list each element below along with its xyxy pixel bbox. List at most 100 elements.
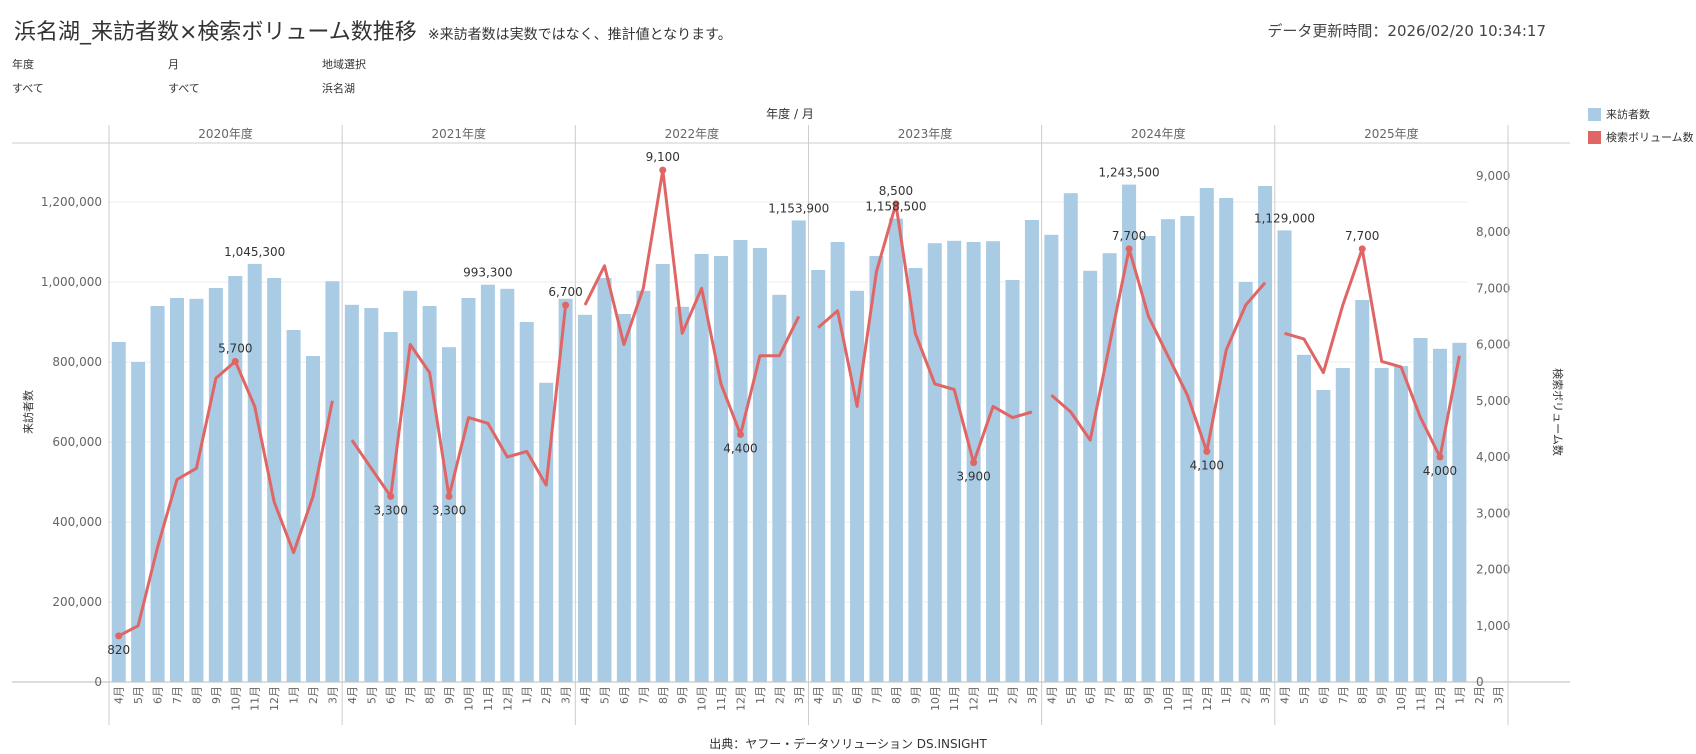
update-time-value: 2026/02/20 10:34:17 xyxy=(1387,22,1546,40)
bar-visitors xyxy=(442,347,457,682)
bar-visitors xyxy=(170,298,185,682)
x-month-label: 7月 xyxy=(870,686,883,704)
title-row: 浜名湖_来訪者数×検索ボリューム数推移 ※来訪者数は実数ではなく、推計値となりま… xyxy=(14,14,732,46)
bar-data-label: 993,300 xyxy=(463,266,513,280)
bar-visitors xyxy=(888,218,903,682)
x-month-label: 10月 xyxy=(229,686,242,711)
filter-month[interactable]: 月 すべて xyxy=(168,56,200,96)
title-note: ※来訪者数は実数ではなく、推計値となります。 xyxy=(427,27,732,43)
x-month-label: 3月 xyxy=(560,686,573,704)
x-month-label: 4月 xyxy=(579,686,592,704)
filter-label: 月 xyxy=(168,58,179,71)
x-month-label: 2月 xyxy=(1473,686,1486,704)
x-month-label: 5月 xyxy=(1298,686,1311,704)
x-month-label: 9月 xyxy=(443,686,456,704)
x-month-label: 1月 xyxy=(1453,686,1466,704)
x-month-label: 3月 xyxy=(1026,686,1039,704)
bar-visitors xyxy=(733,240,748,682)
line-search-volume-segment xyxy=(583,168,801,436)
legend: 来訪者数 検索ボリューム数 xyxy=(1588,106,1694,152)
x-month-label: 8月 xyxy=(890,686,903,704)
bar-visitors xyxy=(1413,338,1428,682)
x-month-label: 2月 xyxy=(540,686,553,704)
x-month-label: 2月 xyxy=(307,686,320,704)
bar-visitors xyxy=(850,290,865,682)
x-month-label: 10月 xyxy=(696,686,709,711)
bar-visitors xyxy=(228,276,243,682)
line-data-label: 6,700 xyxy=(548,285,582,299)
bar-visitors xyxy=(1219,198,1234,682)
update-time: データ更新時間：2026/02/20 10:34:17 xyxy=(1267,20,1546,41)
x-month-label: 6月 xyxy=(1317,686,1330,704)
bar-visitors xyxy=(1199,188,1214,682)
bar-visitors xyxy=(383,332,398,682)
filter-fiscal-year[interactable]: 年度 すべて xyxy=(12,56,44,96)
bar-visitors xyxy=(1374,368,1389,682)
legend-label: 検索ボリューム数 xyxy=(1606,131,1694,144)
filter-region[interactable]: 地域選択 浜名湖 xyxy=(322,56,366,96)
bar-visitors xyxy=(1083,270,1098,682)
y-left-tick-label: 0 xyxy=(94,675,102,689)
bar-visitors xyxy=(1063,193,1078,682)
line-point-marker xyxy=(231,357,239,365)
x-month-label: 11月 xyxy=(948,686,961,711)
bar-visitors xyxy=(500,288,515,682)
y-left-tick-label: 400,000 xyxy=(52,515,102,529)
bar-visitors xyxy=(480,284,495,682)
filter-value[interactable]: すべて xyxy=(168,82,200,95)
x-month-label: 3月 xyxy=(326,686,339,704)
x-month-label: 11月 xyxy=(1415,686,1428,711)
y-left-tick-label: 600,000 xyxy=(52,435,102,449)
bar-visitors xyxy=(947,240,962,683)
bar-visitors xyxy=(306,356,321,682)
bar-visitors xyxy=(208,288,223,682)
legend-item-visitors[interactable]: 来訪者数 xyxy=(1588,106,1694,122)
bar-visitors xyxy=(1394,366,1409,682)
x-month-label: 9月 xyxy=(909,686,922,704)
filter-value[interactable]: 浜名湖 xyxy=(322,82,355,95)
bar-visitors xyxy=(558,298,573,682)
x-month-label: 8月 xyxy=(1123,686,1136,704)
legend-swatch xyxy=(1588,130,1601,144)
line-point-marker xyxy=(1358,245,1366,253)
bar-visitors xyxy=(267,278,282,682)
x-month-label: 2月 xyxy=(1240,686,1253,704)
x-month-label: 6月 xyxy=(1084,686,1097,704)
y-right-tick-label: 7,000 xyxy=(1476,281,1510,295)
bar-visitors xyxy=(811,270,826,682)
x-month-label: 6月 xyxy=(385,686,398,704)
legend-item-search-volume[interactable]: 検索ボリューム数 xyxy=(1588,129,1694,145)
line-point-marker xyxy=(970,459,978,467)
x-month-label: 12月 xyxy=(1434,686,1447,711)
bar-visitors xyxy=(403,290,418,682)
x-month-label: 5月 xyxy=(1065,686,1078,704)
bar-visitors xyxy=(752,248,767,682)
page-title: 浜名湖_来訪者数×検索ボリューム数推移 xyxy=(14,20,417,45)
line-data-label: 820 xyxy=(107,643,130,657)
filter-value[interactable]: すべて xyxy=(12,82,44,95)
line-data-label: 4,000 xyxy=(1423,464,1457,478)
x-month-label: 7月 xyxy=(637,686,650,704)
bar-visitors xyxy=(655,264,670,682)
x-month-label: 12月 xyxy=(268,686,281,711)
x-month-label: 7月 xyxy=(1104,686,1117,704)
bar-visitors xyxy=(927,243,942,682)
x-month-label: 6月 xyxy=(851,686,864,704)
group-header-label: 2025年度 xyxy=(1364,126,1419,141)
bar-visitors xyxy=(1258,186,1273,682)
bar-visitors xyxy=(364,308,379,682)
line-data-label: 3,300 xyxy=(374,503,408,517)
bar-visitors xyxy=(461,298,476,682)
x-month-label: 8月 xyxy=(1356,686,1369,704)
bar-data-label: 1,153,900 xyxy=(768,201,829,215)
x-month-label: 8月 xyxy=(424,686,437,704)
bar-data-label: 1,243,500 xyxy=(1099,166,1160,180)
bar-visitors xyxy=(597,278,612,682)
line-data-label: 4,400 xyxy=(723,442,757,456)
bar-visitors xyxy=(1122,184,1137,682)
y-right-tick-label: 0 xyxy=(1476,675,1484,689)
y-right-tick-label: 4,000 xyxy=(1476,450,1510,464)
y-right-tick-label: 5,000 xyxy=(1476,394,1510,408)
bar-visitors xyxy=(1044,234,1059,683)
line-point-marker xyxy=(1436,453,1444,461)
